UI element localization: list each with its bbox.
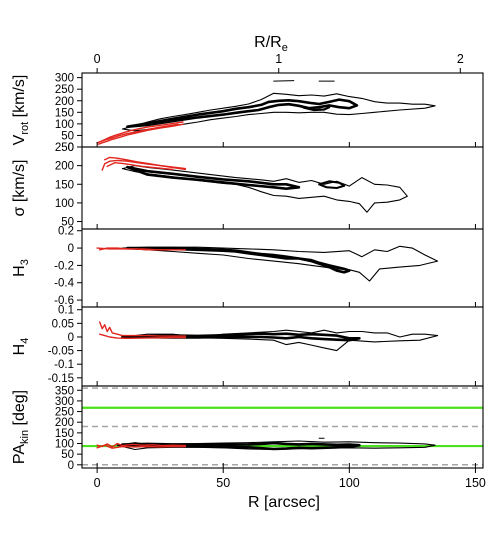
vrot-model-red-7 xyxy=(98,123,179,143)
plot-area-h3 xyxy=(96,245,439,282)
panel-sigma: 50 100 150 200 250 σ [km/s] xyxy=(11,142,484,230)
y-tick-label-h3-0: -0.6 xyxy=(54,295,74,307)
top-tick-label-2: 2 xyxy=(457,52,464,66)
y-tick-label-vrot-6: 300 xyxy=(55,73,74,85)
y-tick-label-h4-2: -0.05 xyxy=(48,346,74,358)
y-tick-label-pa-7: 350 xyxy=(55,385,74,397)
vrot-model-red-6 xyxy=(97,123,184,145)
top-axis-label: R/Re xyxy=(254,34,288,54)
y-tick-label-pa-5: 250 xyxy=(55,407,74,419)
pa-model-red-4 xyxy=(96,444,187,449)
panel-frame-pa xyxy=(81,385,484,469)
y-tick-label-h4-1: -0.1 xyxy=(54,359,74,371)
vrot-data-contour-0 xyxy=(121,92,436,132)
plot-area-h4 xyxy=(98,321,439,352)
bottom-axis-label: R [arcsec] xyxy=(248,494,320,511)
sigma-model-red-5 xyxy=(106,161,174,171)
y-tick-label-sigma-2: 150 xyxy=(55,179,74,191)
y-tick-label-vrot-5: 250 xyxy=(55,84,74,96)
h3-data-contour-1 xyxy=(126,246,351,274)
y-tick-label-vrot-3: 150 xyxy=(55,107,74,119)
y-tick-label-h3-4: 0.2 xyxy=(58,226,74,238)
panel-frame-h4 xyxy=(81,306,484,387)
y-tick-label-pa-4: 200 xyxy=(55,417,74,429)
pa-model-red-3 xyxy=(96,442,187,448)
vrot-data-contour-2 xyxy=(302,106,331,112)
y-axis-label-h4: H4 xyxy=(11,338,31,356)
h4-model-red-3 xyxy=(98,333,187,339)
h4-data-contour-0 xyxy=(121,329,439,352)
sigma-data-contour-1 xyxy=(126,165,301,190)
y-tick-label-pa-6: 300 xyxy=(55,396,74,408)
top-axis: R/Re 0 1 2 xyxy=(94,34,464,73)
y-tick-label-sigma-1: 100 xyxy=(55,198,74,210)
panel-h3: -0.6 -0.4 -0.2 0 0.2 H3 xyxy=(11,226,484,308)
y-axis-label-sigma: σ [km/s] xyxy=(11,160,28,217)
x-tick-label-1: 50 xyxy=(216,476,230,490)
panel-h4: -0.15 -0.1-0.05 0 0.050.1 H4 xyxy=(11,305,484,387)
pa-data-contour-1 xyxy=(121,441,361,451)
y-tick-label-vrot-4: 200 xyxy=(55,96,74,108)
h3-data-contour-0 xyxy=(121,245,439,282)
y-tick-label-h3-3: 0 xyxy=(68,243,74,255)
x-tick-label-2: 100 xyxy=(339,476,360,490)
y-tick-label-h4-0: -0.15 xyxy=(48,373,74,385)
y-tick-label-pa-1: 50 xyxy=(61,449,74,461)
y-axis-label-vrot: Vrot [km/s] xyxy=(11,75,31,146)
x-tick-label-3: 150 xyxy=(465,476,486,490)
bottom-axis: 0 50 100 150 R [arcsec] xyxy=(94,468,486,511)
panel-frame-vrot xyxy=(81,72,484,148)
plot-area-vrot xyxy=(96,80,436,145)
plot-area-sigma xyxy=(101,156,408,213)
y-tick-label-sigma-4: 250 xyxy=(55,142,74,154)
y-tick-label-sigma-0: 50 xyxy=(61,217,74,229)
y-tick-label-pa-3: 150 xyxy=(55,428,74,440)
x-tick-label-0: 0 xyxy=(94,476,101,490)
y-tick-label-h3-1: -0.4 xyxy=(54,278,74,290)
y-tick-label-vrot-0: 0 xyxy=(68,142,74,154)
h4-data-contour-1 xyxy=(121,332,361,342)
y-tick-label-h4-5: 0.1 xyxy=(58,305,74,317)
h4-model-red-2 xyxy=(98,321,187,337)
y-tick-label-h4-3: 0 xyxy=(68,332,74,344)
panel-frame-h3 xyxy=(81,228,484,308)
vrot-data-contour-1 xyxy=(126,98,359,128)
sigma-model-red-4 xyxy=(103,156,187,171)
y-tick-label-vrot-1: 50 xyxy=(61,130,74,142)
y-tick-label-sigma-3: 200 xyxy=(55,161,74,173)
y-tick-label-pa-2: 100 xyxy=(55,439,74,451)
sigma-model-red-3 xyxy=(101,159,187,171)
y-tick-label-vrot-2: 100 xyxy=(55,119,74,131)
y-tick-label-h4-4: 0.05 xyxy=(52,318,74,330)
y-tick-label-pa-0: 0 xyxy=(68,460,74,472)
sigma-data-contour-2 xyxy=(318,180,346,189)
sigma-data-contour-0 xyxy=(121,165,408,213)
plot-area-pa xyxy=(82,387,483,466)
top-tick-label-0: 0 xyxy=(94,52,101,66)
h3-model-red-3 xyxy=(98,247,174,251)
y-axis-label-pa: PAkin [deg] xyxy=(11,390,31,464)
vrot-data-contour-3 xyxy=(273,80,295,82)
y-axis-label-h3: H3 xyxy=(11,259,31,277)
y-tick-label-h3-2: -0.2 xyxy=(54,260,74,272)
top-tick-label-1: 1 xyxy=(275,52,282,66)
